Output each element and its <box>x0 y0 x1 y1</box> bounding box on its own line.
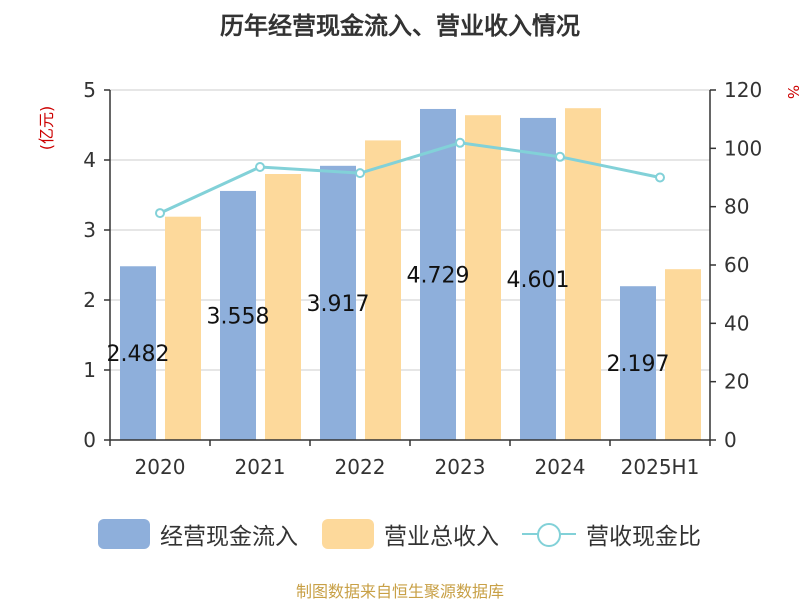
bar-inflow <box>620 286 656 440</box>
x-tick-label: 2025H1 <box>621 455 700 479</box>
y-left-tick-label: 4 <box>83 148 96 172</box>
bar-inflow <box>120 266 156 440</box>
y-right-tick-label: 40 <box>724 311 749 335</box>
ratio-line <box>159 141 661 215</box>
ratio-point <box>455 137 465 148</box>
legend-item-revenue[interactable]: 营业总收入 <box>322 516 499 552</box>
ratio-point <box>155 208 165 219</box>
x-tick-label: 2023 <box>435 455 486 479</box>
y-right-tick-label: 0 <box>724 428 737 452</box>
ratio-point <box>655 172 665 183</box>
bar-inflow <box>220 190 256 440</box>
ratio-point <box>355 168 365 179</box>
left-axis-unit: (亿元) <box>37 106 56 151</box>
legend-swatch-inflow <box>98 519 150 549</box>
y-left-tick-label: 5 <box>83 78 96 102</box>
x-tick-label: 2022 <box>335 455 386 479</box>
legend: 经营现金流入 营业总收入 营收现金比 <box>0 516 800 556</box>
legend-label-ratio: 营收现金比 <box>586 524 701 550</box>
y-left-tick-label: 0 <box>83 428 96 452</box>
y-right-tick-label: 80 <box>724 195 749 219</box>
y-right-tick-label: 100 <box>724 136 762 160</box>
right-axis-unit: % <box>784 85 800 99</box>
legend-item-inflow[interactable]: 经营现金流入 <box>98 516 298 552</box>
data-label-inflow: 3.558 <box>207 304 270 329</box>
data-label-inflow: 4.601 <box>507 268 570 293</box>
bar-inflow <box>320 165 356 440</box>
data-label-inflow: 2.197 <box>607 352 670 377</box>
x-tick-label: 2024 <box>535 455 586 479</box>
legend-label-inflow: 经营现金流入 <box>160 524 298 550</box>
bar-revenue <box>265 174 301 440</box>
data-label-inflow: 2.482 <box>107 342 170 367</box>
y-left-tick-label: 3 <box>83 218 96 242</box>
x-tick-label: 2021 <box>235 455 286 479</box>
plot-area: 0 1 2 3 4 5 0 20 40 60 80 100 120 2020 2021 2022 2023 202… <box>83 78 762 479</box>
bar-inflow <box>520 117 556 441</box>
y-left-tick-label: 2 <box>83 288 96 312</box>
bar-revenue <box>465 115 501 440</box>
legend-swatch-revenue <box>322 519 374 549</box>
bar-inflow <box>420 108 456 440</box>
bar-revenue <box>365 140 401 440</box>
x-tick-label: 2020 <box>135 455 186 479</box>
source-note: 制图数据来自恒生聚源数据库 <box>295 582 504 601</box>
legend-line-marker-ratio <box>522 519 576 549</box>
legend-label-revenue: 营业总收入 <box>384 524 499 550</box>
data-label-inflow: 4.729 <box>407 263 470 288</box>
y-right-tick-label: 20 <box>724 370 749 394</box>
bar-revenue <box>665 269 701 440</box>
right-axis-unit-text: % <box>784 85 800 99</box>
legend-item-ratio[interactable]: 营收现金比 <box>522 516 701 552</box>
bar-revenue <box>165 216 201 440</box>
chart-title: 历年经营现金流入、营业收入情况 <box>220 12 580 40</box>
left-axis-unit-text: (亿元) <box>37 106 56 151</box>
y-right-tick-label: 60 <box>724 253 749 277</box>
ratio-point <box>255 162 265 172</box>
y-right-tick-label: 120 <box>724 78 762 102</box>
data-label-inflow: 3.917 <box>307 292 370 317</box>
y-left-tick-label: 1 <box>83 358 96 382</box>
ratio-point <box>555 151 565 162</box>
